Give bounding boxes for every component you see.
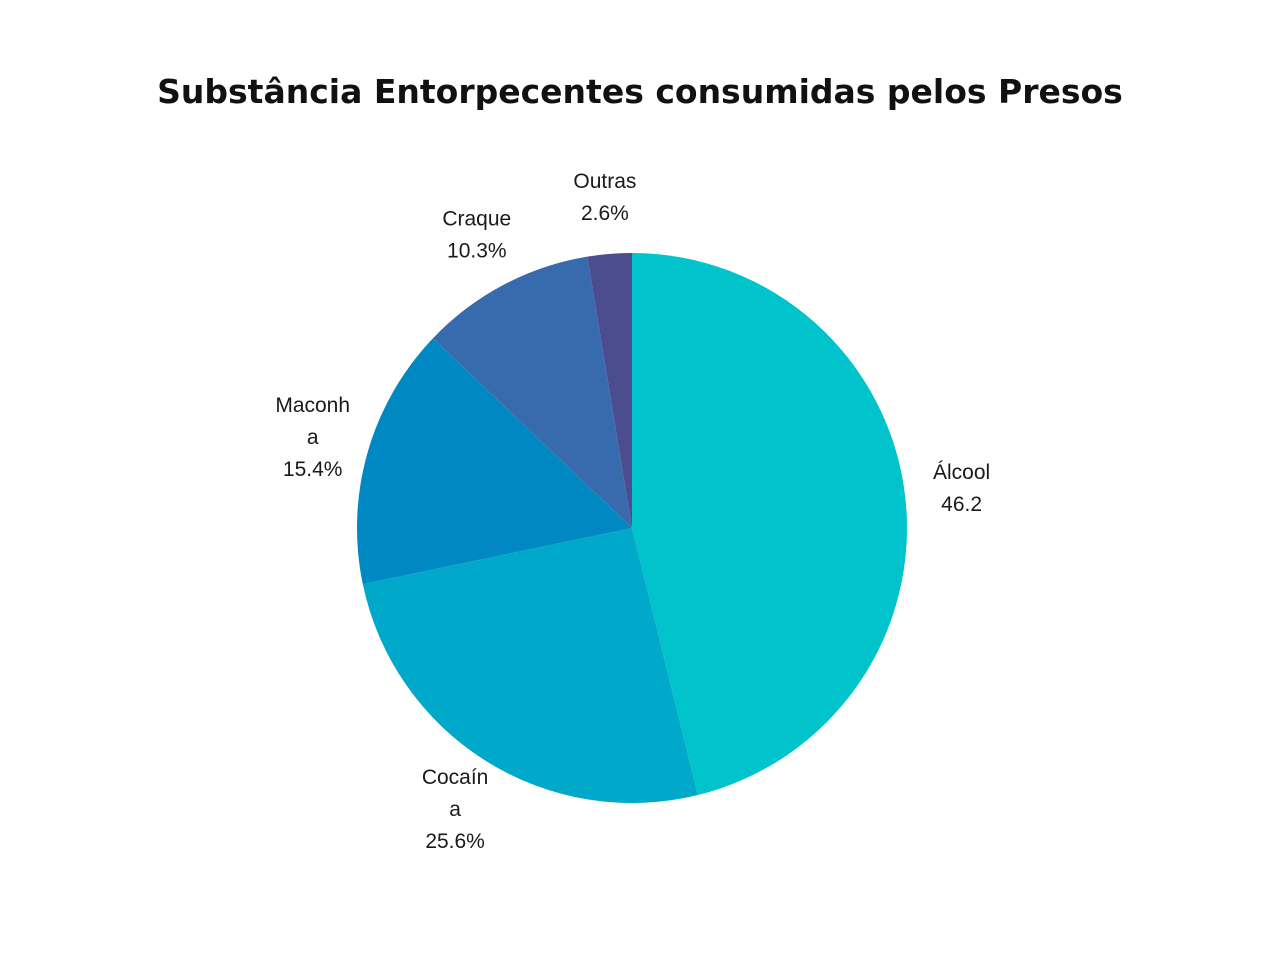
slice-label-line: a [307, 426, 319, 449]
slices-group [356, 253, 907, 803]
labels-group: Álcool 46.2 Cocaín a 25.6% Maconh a 15.4% Craque… [275, 170, 990, 853]
slice-label-line: 46.2 [941, 493, 982, 516]
slice-label-line: 25.6% [425, 830, 485, 853]
slice-label-craque: Craque 10.3% [442, 208, 511, 263]
pie-slice-craque [432, 256, 632, 528]
slice-label-line: a [449, 798, 461, 821]
slice-label-line: Craque [442, 208, 511, 231]
pie-slice-álcool [632, 253, 907, 796]
slice-label-maconha: Maconh a 15.4% [275, 394, 350, 481]
slice-label-line: 15.4% [283, 458, 343, 481]
slice-label-line: Cocaín [422, 766, 489, 789]
slice-label-line: 10.3% [447, 240, 507, 263]
pie-slice-outras [587, 253, 632, 528]
pie-slice-maconha [356, 338, 632, 585]
slice-label-line: 2.6% [581, 202, 629, 225]
slice-label-line: Álcool [933, 461, 990, 484]
slice-label-line: Maconh [275, 394, 350, 417]
slice-label-álcool: Álcool 46.2 [933, 461, 990, 516]
pie-slice-cocaína [362, 528, 698, 803]
slice-label-cocaína: Cocaín a 25.6% [422, 766, 489, 853]
chart-title: Substância Entorpecentes consumidas pelo… [157, 72, 1123, 111]
slice-label-outras: Outras 2.6% [573, 170, 636, 225]
slice-label-line: Outras [573, 170, 636, 193]
